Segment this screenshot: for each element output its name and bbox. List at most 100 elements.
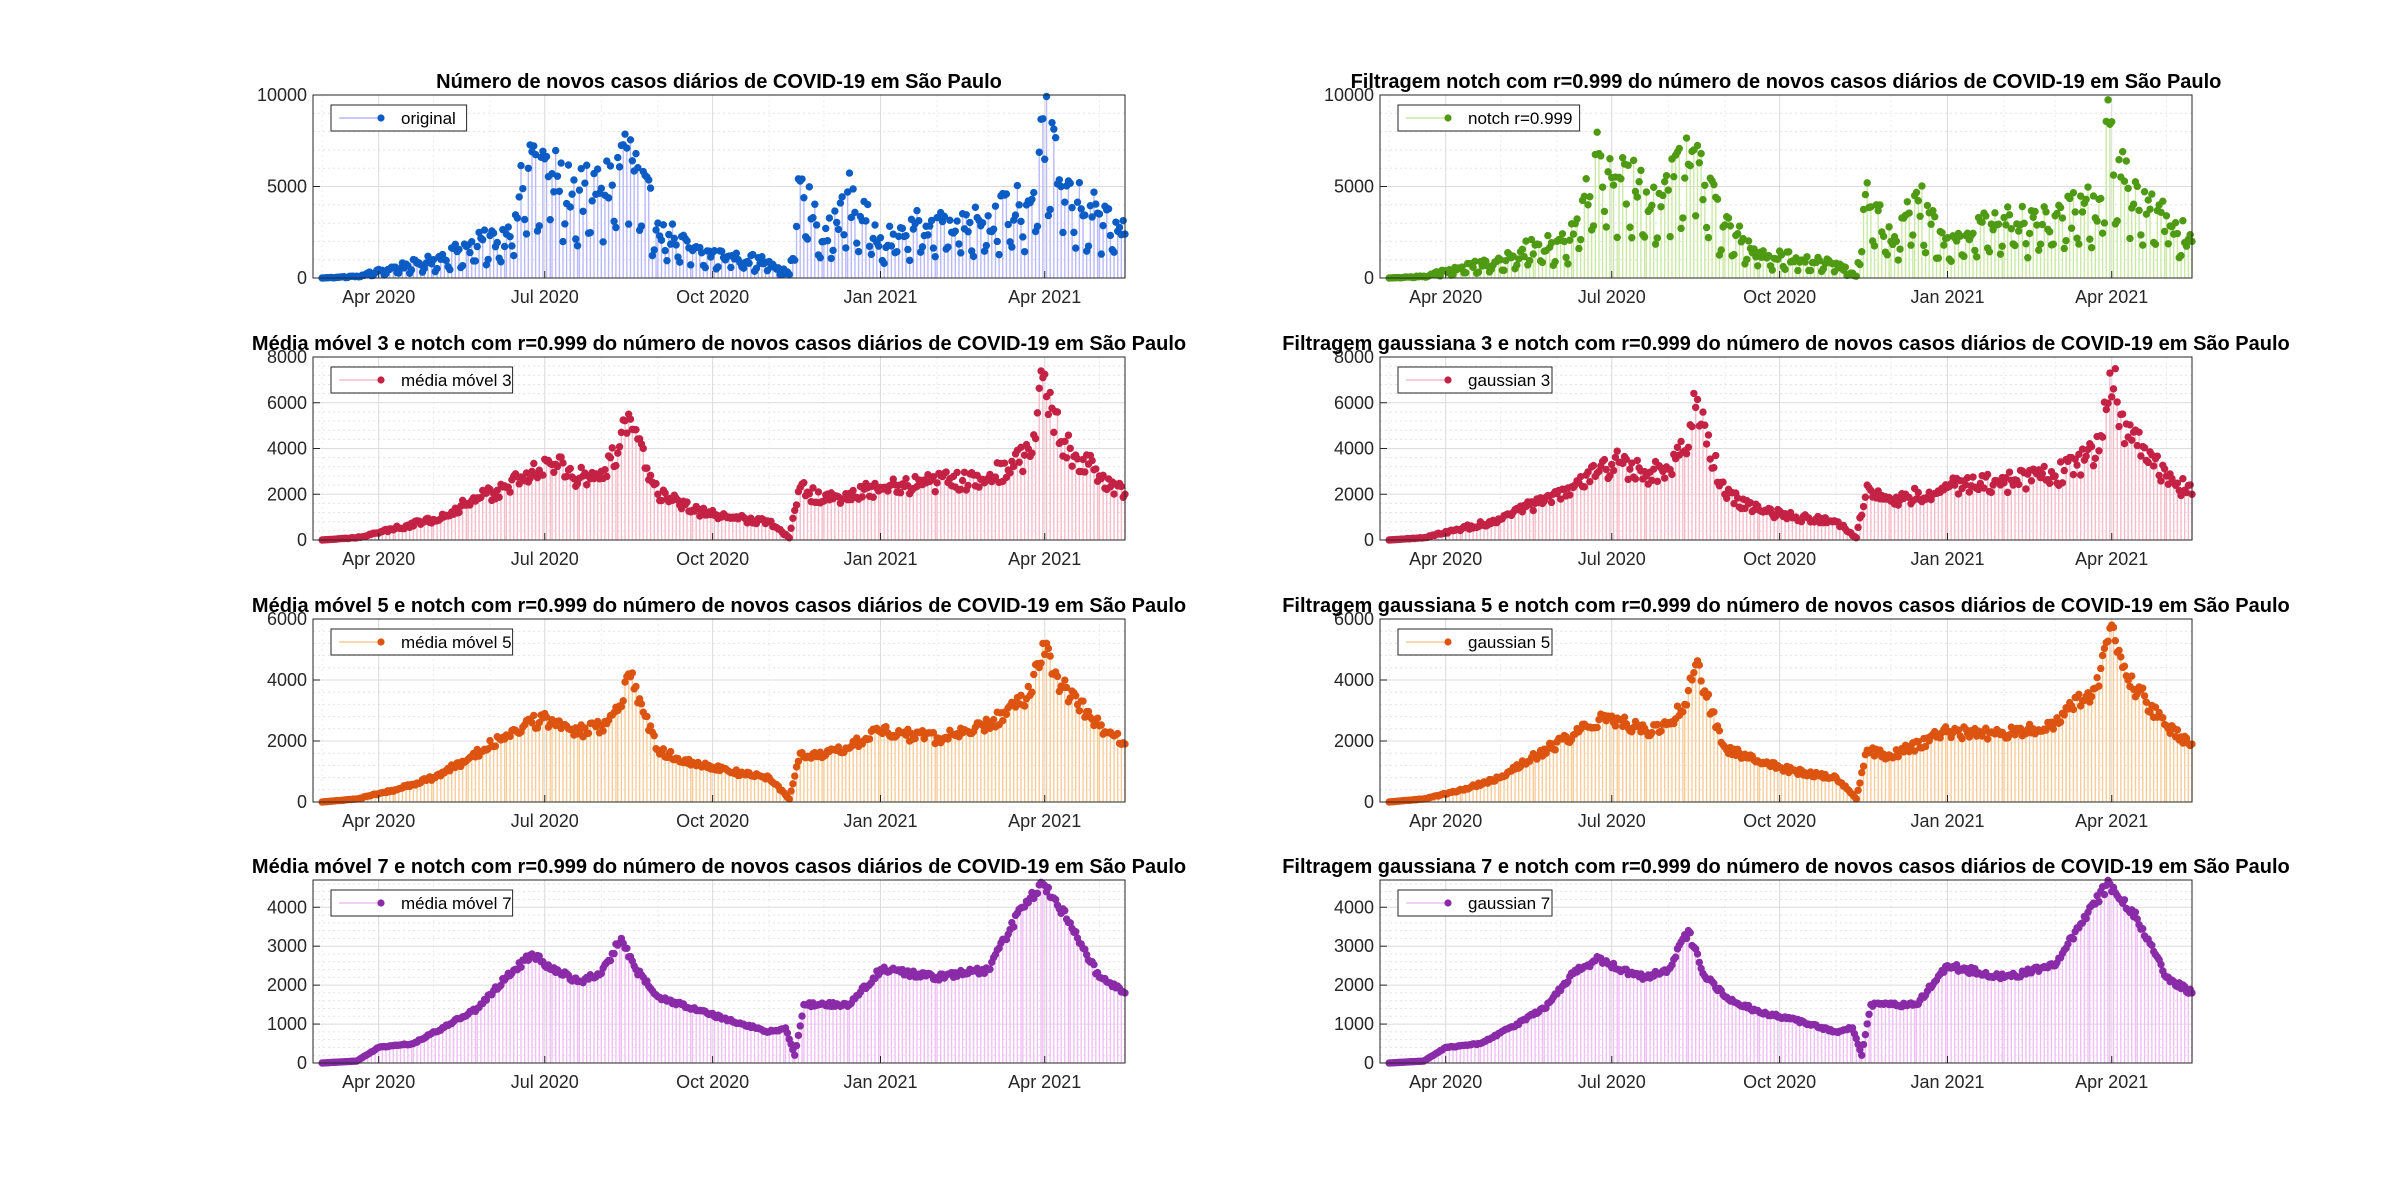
data-point	[2186, 481, 2194, 489]
data-point	[1004, 220, 1012, 229]
data-point	[577, 463, 585, 472]
y-tick-label: 5000	[267, 177, 307, 197]
legend: média móvel 5	[330, 628, 514, 656]
data-point	[1858, 248, 1866, 256]
data-point	[966, 218, 974, 227]
data-point	[1719, 478, 1727, 486]
x-tick-label: Oct 2020	[676, 287, 749, 307]
data-point	[1951, 481, 1959, 489]
data-point	[510, 251, 518, 260]
data-point	[718, 247, 726, 256]
data-point	[1969, 473, 1977, 481]
data-point	[1744, 237, 1753, 245]
x-tick-label: Jan 2021	[1910, 811, 1984, 831]
data-point	[614, 153, 622, 162]
data-point	[834, 225, 843, 234]
y-tick-label: 6000	[1334, 393, 1374, 413]
data-point	[1602, 223, 1610, 231]
data-point	[550, 468, 558, 476]
data-point	[2078, 208, 2087, 216]
data-point	[2004, 203, 2012, 211]
data-point	[789, 780, 797, 788]
data-point	[1684, 443, 1693, 451]
y-tick-label: 0	[297, 792, 307, 812]
data-point	[2142, 698, 2151, 706]
data-point	[812, 221, 821, 229]
data-point	[1892, 237, 1901, 245]
data-point	[789, 514, 797, 522]
data-point	[1863, 179, 1871, 187]
data-point	[1584, 201, 1592, 209]
legend-label: média móvel 5	[401, 633, 512, 652]
x-tick-label: Oct 2020	[1743, 287, 1816, 307]
data-point	[1691, 403, 1700, 412]
axes-box	[312, 618, 1126, 803]
data-point	[2036, 240, 2045, 248]
data-point	[1114, 729, 1122, 738]
subplot-3: 0 2000 4000 6000 8000 Apr 2020 Jul 2020 Oct 202…	[252, 333, 1186, 569]
data-point	[610, 217, 618, 226]
data-point	[2011, 241, 2019, 250]
data-point	[942, 468, 950, 476]
data-point	[874, 242, 883, 250]
data-point	[2173, 479, 2182, 487]
data-point	[2179, 475, 2187, 483]
data-point	[1575, 244, 1583, 253]
data-point	[573, 242, 582, 250]
data-point	[1593, 128, 1601, 136]
data-point	[699, 504, 708, 513]
data-point	[1706, 455, 1714, 463]
data-point	[1582, 175, 1590, 183]
legend: média móvel 3	[330, 366, 514, 394]
data-point	[999, 716, 1007, 725]
data-point	[783, 1029, 792, 1037]
data-point	[2040, 462, 2048, 471]
data-point	[794, 1031, 803, 1040]
data-point	[668, 220, 677, 228]
data-point	[535, 222, 543, 230]
data-point	[1660, 474, 1669, 482]
data-point	[1681, 174, 1689, 182]
data-point	[1527, 235, 1536, 244]
data-point	[1606, 155, 1614, 163]
data-point	[466, 248, 474, 257]
data-markers	[318, 878, 1129, 1067]
data-point	[646, 722, 655, 730]
data-point	[566, 203, 574, 211]
data-point	[1768, 266, 1777, 274]
data-point	[2106, 369, 2114, 377]
data-point	[1584, 468, 1592, 476]
data-point	[2126, 421, 2134, 429]
data-point	[1609, 181, 1618, 189]
data-point	[896, 489, 905, 497]
data-point	[608, 181, 616, 189]
data-point	[623, 944, 631, 953]
data-point	[792, 1041, 801, 1050]
data-point	[1695, 661, 1704, 669]
data-point	[885, 222, 894, 231]
data-point	[931, 487, 939, 496]
data-point	[2104, 637, 2112, 645]
data-point	[1675, 144, 1683, 153]
data-point	[2087, 692, 2096, 701]
data-point	[1075, 707, 1084, 715]
data-point	[632, 149, 640, 158]
data-point	[1046, 205, 1054, 214]
data-point	[1589, 222, 1598, 230]
data-point	[904, 245, 912, 254]
data-point	[606, 162, 615, 170]
data-point	[701, 263, 710, 272]
data-point	[1002, 190, 1011, 198]
data-point	[614, 449, 622, 457]
x-tick-label: Apr 2020	[1409, 549, 1482, 569]
data-point	[800, 194, 808, 202]
data-point	[1597, 152, 1605, 160]
data-point	[1724, 214, 1733, 222]
data-point	[2151, 703, 2160, 711]
data-point	[1019, 467, 1027, 476]
data-point	[1841, 263, 1850, 271]
data-point	[484, 255, 492, 264]
data-point	[1996, 250, 2005, 258]
data-point	[1077, 205, 1085, 213]
